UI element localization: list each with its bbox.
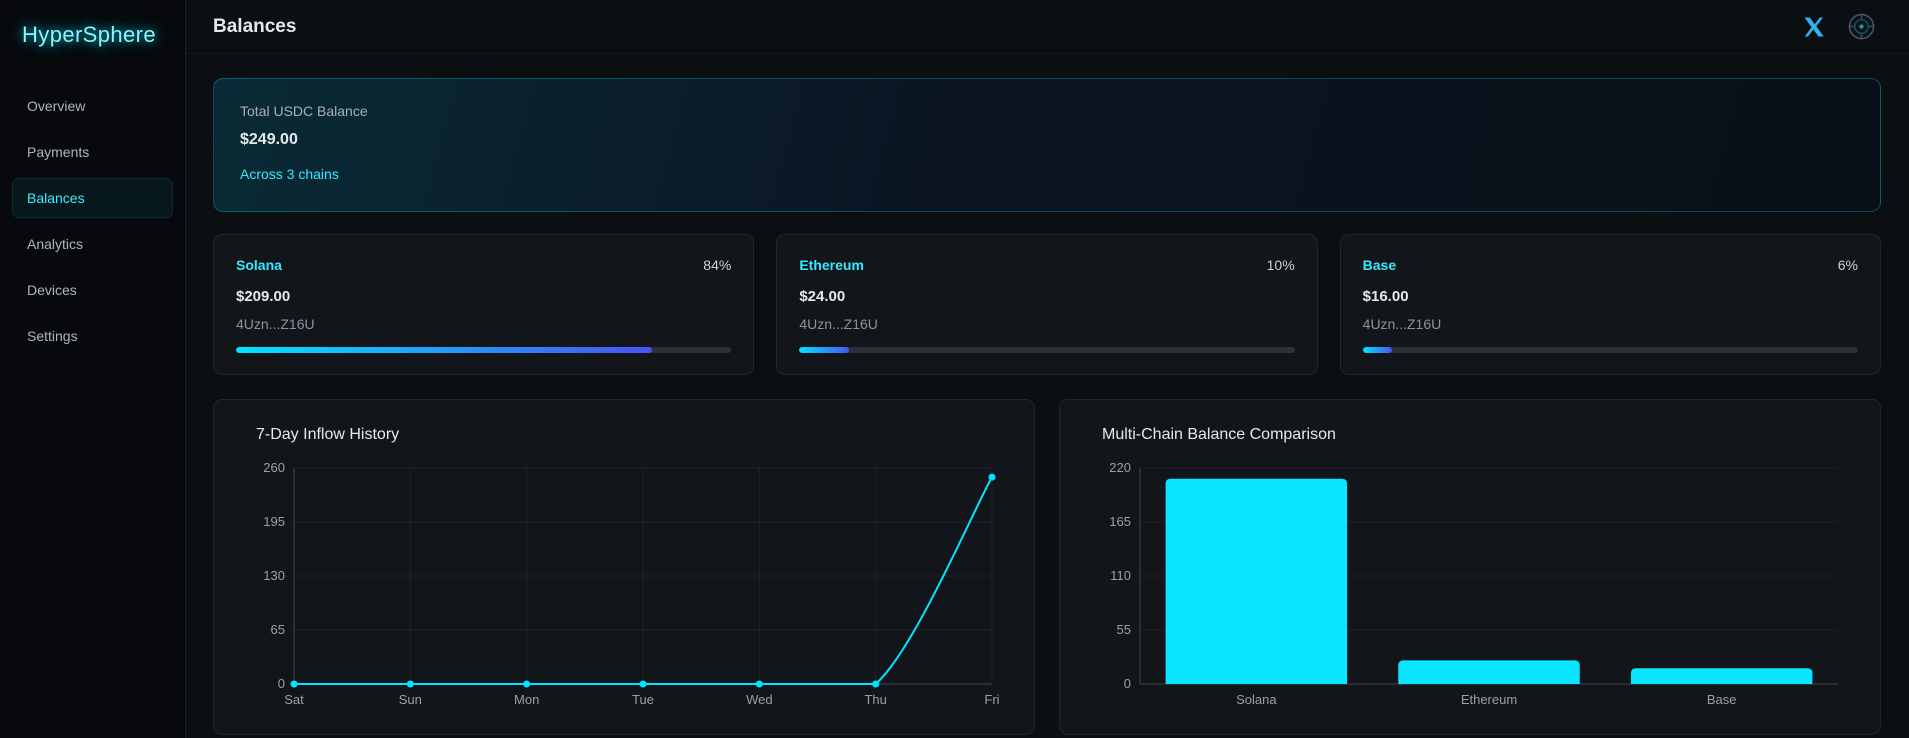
sidebar-item-balances[interactable]: Balances <box>12 178 173 218</box>
app-logo: HyperSphere <box>22 22 157 47</box>
svg-text:Fri: Fri <box>984 692 999 707</box>
chain-progress-track <box>1362 347 1858 353</box>
content-area: Total USDC Balance $249.00 Across 3 chai… <box>186 54 1909 738</box>
sidebar-item-analytics[interactable]: Analytics <box>27 236 84 252</box>
chain-amount: $209.00 <box>236 288 291 305</box>
balance-bar-chart: 0 55 110 165 220 Solana Ethereum Base <box>1109 460 1838 707</box>
chain-card-ethereum: Ethereum 10% $24.00 4Uzn...Z16U <box>776 234 1318 375</box>
comparison-chart-card: Multi-Chain Balance Comparison 0 55 110 165… <box>1059 399 1881 735</box>
svg-text:165: 165 <box>1109 514 1131 529</box>
total-balance-card: Total USDC Balance $249.00 Across 3 chai… <box>213 78 1881 212</box>
chain-percent: 10% <box>1266 257 1295 273</box>
chain-cards-row: Solana 84% $209.00 4Uzn...Z16U Ethereum … <box>213 234 1881 375</box>
chain-address: 4Uzn...Z16U <box>1362 316 1442 332</box>
svg-text:Solana: Solana <box>1236 692 1277 707</box>
svg-text:Sat: Sat <box>284 692 304 707</box>
sidebar-item-payments[interactable]: Payments <box>27 144 90 160</box>
main-area: Balances Total USDC Balance $249.00 Acro… <box>186 0 1909 738</box>
topbar-icons <box>1802 13 1875 40</box>
chain-amount: $24.00 <box>799 288 846 305</box>
svg-text:0: 0 <box>278 676 285 691</box>
x-social-icon[interactable] <box>1802 15 1826 39</box>
svg-text:Tue: Tue <box>632 692 654 707</box>
chain-progress-track <box>236 347 732 353</box>
chain-amount: $16.00 <box>1362 288 1409 305</box>
sidebar-item-devices[interactable]: Devices <box>27 282 77 298</box>
svg-text:110: 110 <box>1110 568 1131 583</box>
chain-card-base: Base 6% $16.00 4Uzn...Z16U <box>1339 234 1881 375</box>
chain-progress-track <box>799 347 1295 353</box>
chain-name: Ethereum <box>799 257 864 273</box>
chain-card-solana: Solana 84% $209.00 4Uzn...Z16U <box>213 234 755 375</box>
chain-percent: 6% <box>1837 257 1858 273</box>
svg-text:260: 260 <box>263 460 285 475</box>
total-balance-label: Total USDC Balance <box>240 103 368 119</box>
svg-text:Wed: Wed <box>746 692 773 707</box>
svg-text:Base: Base <box>1707 692 1737 707</box>
top-bar: Balances <box>186 0 1909 54</box>
charts-row: 7-Day Inflow History 0 65 130 195 260 Sat Sun M… <box>213 399 1881 735</box>
chain-percent: 84% <box>703 257 732 273</box>
sidebar-item-overview[interactable]: Overview <box>27 98 86 114</box>
total-balance-amount: $249.00 <box>240 131 298 148</box>
sidebar-item-settings[interactable]: Settings <box>27 328 78 344</box>
chain-progress-fill <box>236 347 653 353</box>
chain-address: 4Uzn...Z16U <box>799 316 878 332</box>
svg-text:Sun: Sun <box>399 692 422 707</box>
svg-text:65: 65 <box>271 622 285 637</box>
svg-text:Thu: Thu <box>864 692 886 707</box>
svg-text:195: 195 <box>263 514 285 529</box>
chain-name: Base <box>1362 257 1397 273</box>
inflow-chart-title: 7-Day Inflow History <box>256 426 400 443</box>
comparison-chart-title: Multi-Chain Balance Comparison <box>1102 426 1336 443</box>
chain-name: Solana <box>236 257 282 273</box>
chain-address: 4Uzn...Z16U <box>236 316 315 332</box>
sidebar: HyperSphere Overview Payments Balances A… <box>0 0 186 738</box>
svg-text:Ethereum: Ethereum <box>1461 692 1517 707</box>
svg-text:55: 55 <box>1117 622 1131 637</box>
page-title: Balances <box>213 15 297 37</box>
globe-status-icon[interactable] <box>1848 13 1875 40</box>
svg-text:220: 220 <box>1109 460 1131 475</box>
chain-progress-fill <box>1362 347 1393 353</box>
svg-text:Mon: Mon <box>514 692 539 707</box>
chains-count-link[interactable]: Across 3 chains <box>240 166 339 182</box>
svg-text:130: 130 <box>263 568 285 583</box>
chain-progress-fill <box>799 347 849 353</box>
inflow-chart-card: 7-Day Inflow History 0 65 130 195 260 Sat Sun M… <box>213 399 1035 735</box>
inflow-line-chart: 0 65 130 195 260 Sat Sun Mon Tue Wed Thu Fri <box>263 460 999 707</box>
svg-text:0: 0 <box>1124 676 1131 691</box>
